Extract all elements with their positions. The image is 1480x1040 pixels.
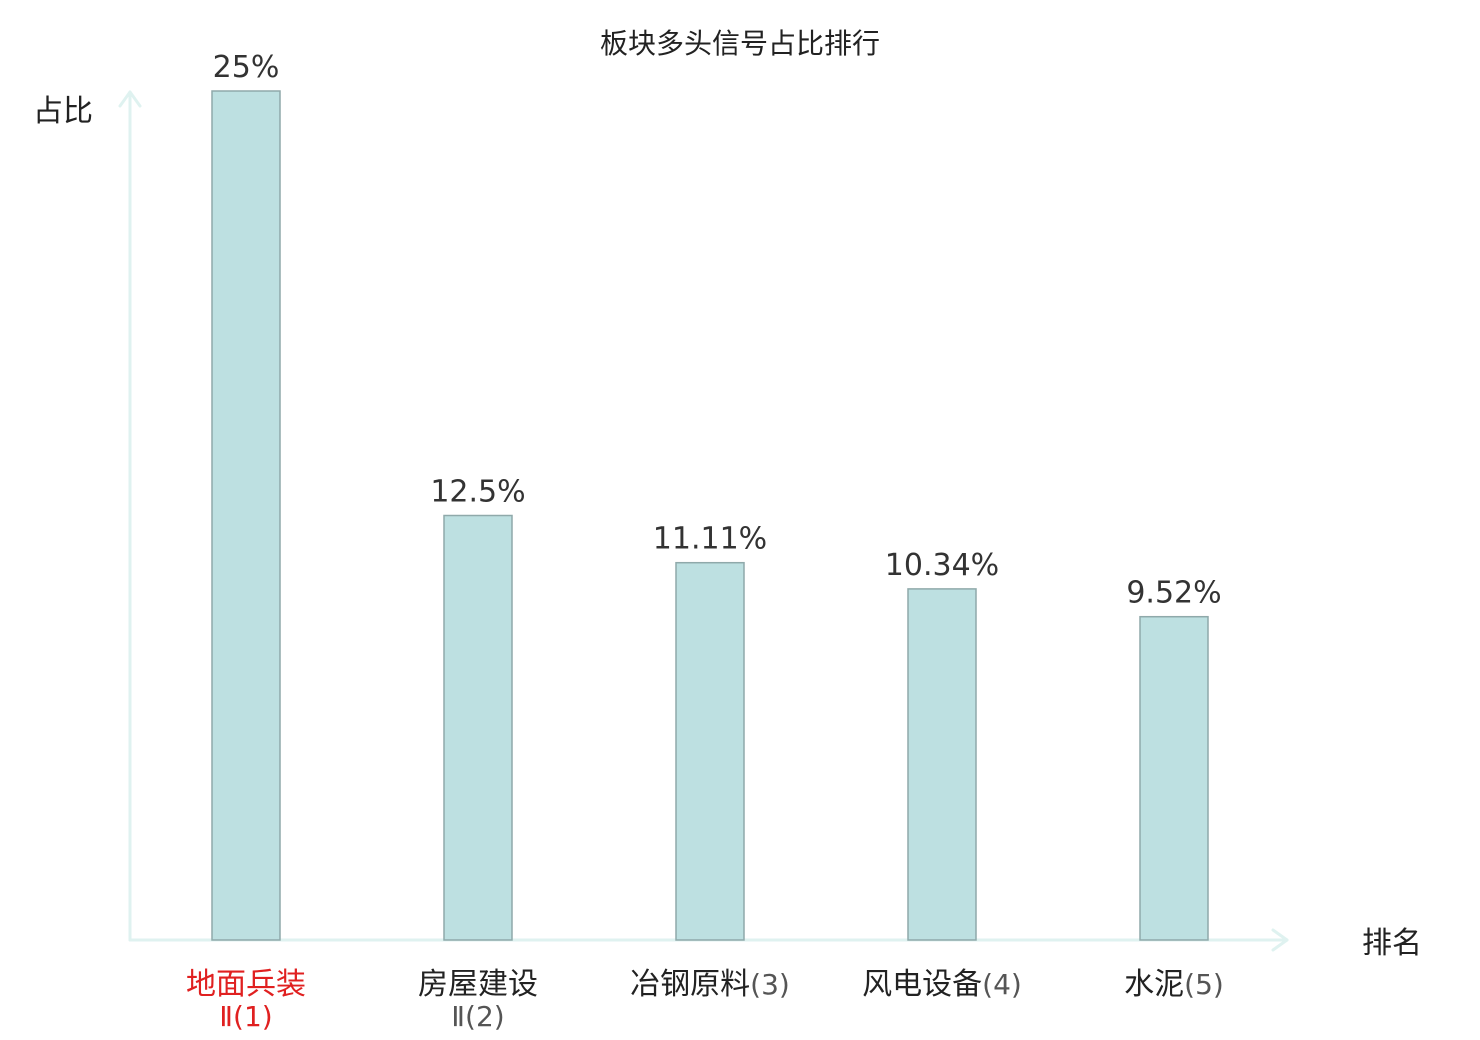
y-axis-arrow [118,90,142,108]
x-axis-arrow [1271,928,1289,952]
category-rank-5: (5) [1184,968,1224,1001]
category-label-3: 冶钢原料(3) [630,967,790,1002]
category-rank-4: (4) [982,968,1022,1001]
category-name-1: 地面兵装 [186,967,306,1002]
bar-4 [907,588,977,941]
chart-title: 板块多头信号占比排行 [600,27,880,60]
value-label-4: 10.34% [885,548,999,583]
value-label-5: 9.52% [1126,576,1221,611]
category-label-5: 水泥(5) [1124,967,1224,1002]
y-axis-label: 占比 [33,94,93,129]
bar-5 [1139,615,1209,941]
category-label-4: 风电设备(4) [862,967,1022,1002]
value-label-2: 12.5% [430,475,525,510]
category-sub-2: Ⅱ(2) [451,1000,504,1033]
category-name-2: 房屋建设 [418,967,538,1002]
x-axis-label: 排名 [1362,926,1422,961]
category-name-3: 冶钢原料 [630,967,750,1002]
category-suffix-2: Ⅱ [451,1000,465,1033]
category-rank-2: (2) [465,1000,505,1033]
bar-2 [443,514,513,941]
category-name-5: 水泥 [1124,967,1184,1002]
bar-3 [675,561,745,941]
value-labels-group: 25% 12.5% 11.11% 10.34% 9.52% [213,50,1222,611]
category-rank-1: (1) [233,1000,273,1033]
value-label-1: 25% [213,50,280,85]
value-label-3: 11.11% [653,522,767,557]
category-name-line-4: 风电设备(4) [862,967,1022,1002]
bar-1 [211,90,281,941]
category-name-line-5: 水泥(5) [1124,967,1224,1002]
category-name-4: 风电设备 [862,967,982,1002]
category-sub-1: Ⅱ(1) [219,1000,272,1033]
category-name-line-3: 冶钢原料(3) [630,967,790,1002]
category-rank-3: (3) [750,968,790,1001]
category-suffix-1: Ⅱ [219,1000,233,1033]
bars-group [211,90,1209,941]
